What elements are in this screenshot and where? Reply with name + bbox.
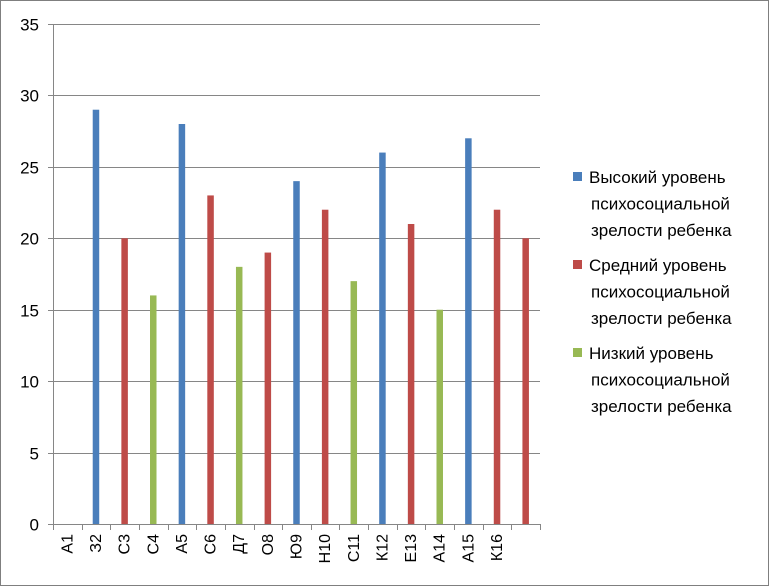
x-tick-label-А14: А14 <box>432 534 449 563</box>
legend-swatch-2 <box>573 260 582 269</box>
bar-series2-К16 <box>493 209 501 524</box>
bar-series3-С11 <box>350 281 358 524</box>
y-tick-label-15: 15 <box>20 302 39 321</box>
y-tick-label-35: 35 <box>20 16 39 35</box>
bar-series2-cat16 <box>522 238 529 525</box>
legend: Высокий уровень психосоциальной зрелости р… <box>573 168 732 416</box>
x-tick-label-Е13: Е13 <box>403 534 420 563</box>
x-tick-label-Д7: Д7 <box>231 534 248 554</box>
x-tick-label-Ю9: Ю9 <box>289 534 306 559</box>
y-tick-label-10: 10 <box>20 373 39 392</box>
legend-label-1: Высокий уровень психосоциальной зрелости р… <box>589 168 732 240</box>
x-tick-label-А1: А1 <box>59 534 76 554</box>
bar-series2-С3 <box>121 238 128 525</box>
bar-series2-Н10 <box>321 209 329 524</box>
x-tick-label-А5: А5 <box>174 534 191 554</box>
bar-series1-К12 <box>379 152 386 524</box>
bar-series2-О8 <box>264 252 272 524</box>
x-tick-label-Н10: Н10 <box>317 534 334 563</box>
bar-series1-А5 <box>178 124 186 524</box>
y-tick-label-20: 20 <box>20 230 39 249</box>
bar-series1-Ю9 <box>293 181 300 524</box>
x-tick-label-С6: С6 <box>203 534 220 555</box>
bar-series3-Д7 <box>235 266 243 524</box>
y-tick-label-0: 0 <box>30 516 39 535</box>
x-tick-label-С3: С3 <box>117 534 134 555</box>
bar-series3-С4 <box>150 295 157 524</box>
legend-label-2: Средний уровень психосоциальной зрелости р… <box>589 256 732 328</box>
legend-swatch-1 <box>573 172 582 181</box>
bars <box>92 109 529 525</box>
legend-label-3: Низкий уровень психосоциальной зрелости ре… <box>589 344 732 416</box>
y-tick-label-30: 30 <box>20 87 39 106</box>
x-tick-label-К12: К12 <box>374 534 391 561</box>
bar-series2-С6 <box>207 195 214 524</box>
bar-series1-А15 <box>465 138 472 525</box>
bar-series2-Е13 <box>407 224 415 524</box>
x-tick-label-С11: С11 <box>346 534 363 562</box>
x-tick-label-К16: К16 <box>489 534 506 561</box>
legend-swatch-3 <box>573 348 582 357</box>
x-tick-label-О8: О8 <box>260 534 277 555</box>
bar-series3-А14 <box>436 309 443 524</box>
x-tick-label-С4: С4 <box>145 534 162 555</box>
y-axis: 0 5 10 15 20 25 30 35 <box>20 16 54 535</box>
x-tick-label-А15: А15 <box>460 534 477 563</box>
y-tick-label-25: 25 <box>20 159 39 178</box>
bar-series1-З2 <box>92 109 100 525</box>
x-tick-label-З2: З2 <box>88 534 105 553</box>
y-tick-label-5: 5 <box>30 445 39 464</box>
x-axis: А1 З2 С3 С4 А5 С6 Д7 О8 Ю9 Н10 С11 К12 Е13 А14 А15 К16 <box>53 524 541 563</box>
